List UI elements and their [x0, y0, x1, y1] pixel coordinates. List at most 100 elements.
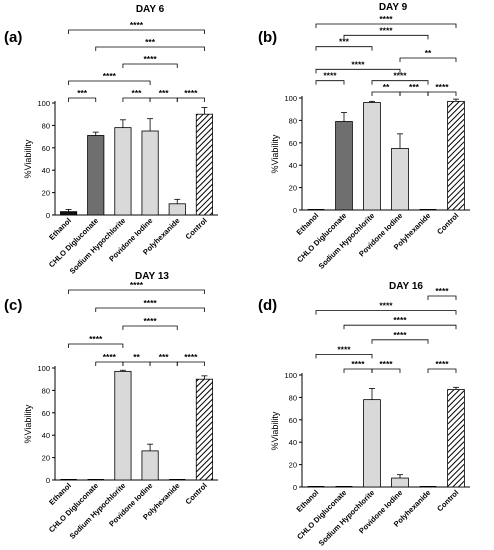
x-tick-label: CHLO Digluconate: [47, 216, 100, 269]
y-tick-label: 20: [289, 461, 297, 470]
significance-label: ****: [435, 82, 449, 92]
significance-bracket: [176, 97, 205, 102]
panel-label: (a): [4, 29, 22, 46]
significance-bracket: [315, 310, 457, 315]
y-tick-label: 60: [42, 144, 50, 153]
y-axis-label: %Viability: [270, 411, 280, 450]
significance-bracket: [68, 289, 205, 294]
significance-label: ****: [435, 286, 449, 296]
bar: [195, 378, 213, 481]
significance-label: ****: [393, 71, 407, 81]
significance-bracket: [68, 343, 124, 348]
y-tick-label: 0: [293, 483, 297, 492]
significance-bracket: [399, 57, 457, 62]
significance-label: ****: [379, 301, 393, 311]
bar: [335, 121, 353, 211]
significance-bracket: [427, 368, 457, 373]
significance-bracket: [399, 91, 429, 96]
significance-label: ****: [379, 359, 393, 369]
x-tick-label: CHLO Digluconate: [295, 211, 348, 264]
significance-label: **: [425, 48, 432, 58]
significance-label: ***: [159, 88, 170, 98]
significance-bracket: [315, 354, 373, 359]
bar: [447, 100, 465, 211]
bar: [60, 211, 78, 216]
significance-bracket: [371, 339, 429, 344]
y-tick-label: 20: [289, 184, 297, 193]
significance-label: ****: [143, 54, 157, 64]
significance-bracket: [122, 63, 178, 68]
panel-label: (b): [258, 29, 277, 46]
y-tick-label: 40: [289, 438, 297, 447]
x-tick-label: Control: [184, 216, 209, 241]
significance-label: ****: [89, 334, 103, 344]
y-axis-label: %Viability: [23, 404, 33, 443]
chart-title: DAY 16: [389, 281, 423, 292]
chart-panel: (b) DAY 9 0 20 40 60 80 100 %Viability EthanolCHL…: [258, 2, 470, 271]
significance-label: ***: [132, 88, 143, 98]
significance-label: ****: [130, 280, 144, 290]
significance-bracket: [343, 368, 373, 373]
chart-title: DAY 9: [379, 2, 408, 13]
significance-bracket: [427, 295, 457, 300]
significance-bracket: [95, 46, 205, 51]
significance-bracket: [343, 34, 429, 40]
significance-label: **: [133, 352, 140, 362]
significance-label: ****: [379, 14, 393, 24]
y-tick-label: 100: [37, 99, 50, 108]
significance-bracket: [68, 80, 151, 85]
bar: [114, 370, 132, 481]
bar: [87, 135, 105, 216]
chart-panel: (c) DAY 13 0 20 40 60 80 100 %Viability EthanolCH…: [4, 271, 218, 541]
significance-label: ***: [77, 88, 88, 98]
bar: [141, 130, 159, 216]
significance-label: ****: [143, 298, 157, 308]
significance-label: ****: [393, 330, 407, 340]
y-tick-label: 40: [42, 431, 50, 440]
significance-bracket: [315, 46, 373, 51]
significance-label: ***: [409, 82, 420, 92]
y-tick-label: 20: [42, 189, 50, 198]
significance-label: ***: [145, 37, 156, 47]
bar: [141, 450, 159, 481]
y-tick-label: 100: [284, 371, 297, 380]
significance-label: ****: [103, 352, 117, 362]
significance-label: ***: [339, 37, 350, 47]
significance-bracket: [371, 80, 429, 85]
y-tick-label: 60: [42, 409, 50, 418]
significance-label: ****: [393, 315, 407, 325]
y-tick-label: 100: [37, 364, 50, 373]
significance-bracket: [427, 91, 457, 96]
significance-bracket: [315, 68, 401, 74]
y-axis-label: %Viability: [23, 139, 33, 178]
y-tick-label: 0: [293, 206, 297, 215]
significance-bracket: [95, 361, 124, 366]
significance-label: ****: [184, 352, 198, 362]
significance-bracket: [122, 97, 151, 102]
significance-bracket: [122, 325, 178, 330]
x-tick-label: Ethanol: [295, 488, 321, 514]
y-tick-label: 80: [289, 116, 297, 125]
significance-bracket: [122, 361, 151, 366]
significance-bracket: [371, 91, 401, 96]
significance-label: ****: [351, 59, 365, 69]
chart-panel: (a) DAY 6 0 20 40 60 80 100 %Viability EthanolCHL…: [4, 4, 218, 276]
chart-panel: (d) DAY 16 0 20 40 60 80 100 %Viability EthanolCH…: [258, 281, 470, 548]
x-tick-label: Control: [435, 488, 460, 513]
bar: [363, 399, 381, 488]
significance-bracket: [149, 97, 178, 102]
bar: [391, 477, 409, 488]
chart-title: DAY 13: [135, 271, 169, 282]
significance-bracket: [315, 80, 345, 85]
x-tick-label: CHLO Digluconate: [47, 481, 100, 534]
significance-label: ***: [159, 352, 170, 362]
significance-label: ****: [130, 20, 144, 30]
significance-label: ****: [379, 25, 393, 35]
chart-title: DAY 6: [136, 4, 165, 15]
y-tick-label: 20: [42, 454, 50, 463]
significance-label: ****: [103, 71, 117, 81]
significance-label: ****: [184, 88, 198, 98]
x-tick-label: Control: [435, 211, 460, 236]
x-tick-label: Ethanol: [47, 216, 73, 242]
